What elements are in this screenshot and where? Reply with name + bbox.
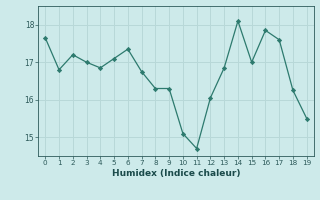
X-axis label: Humidex (Indice chaleur): Humidex (Indice chaleur) <box>112 169 240 178</box>
